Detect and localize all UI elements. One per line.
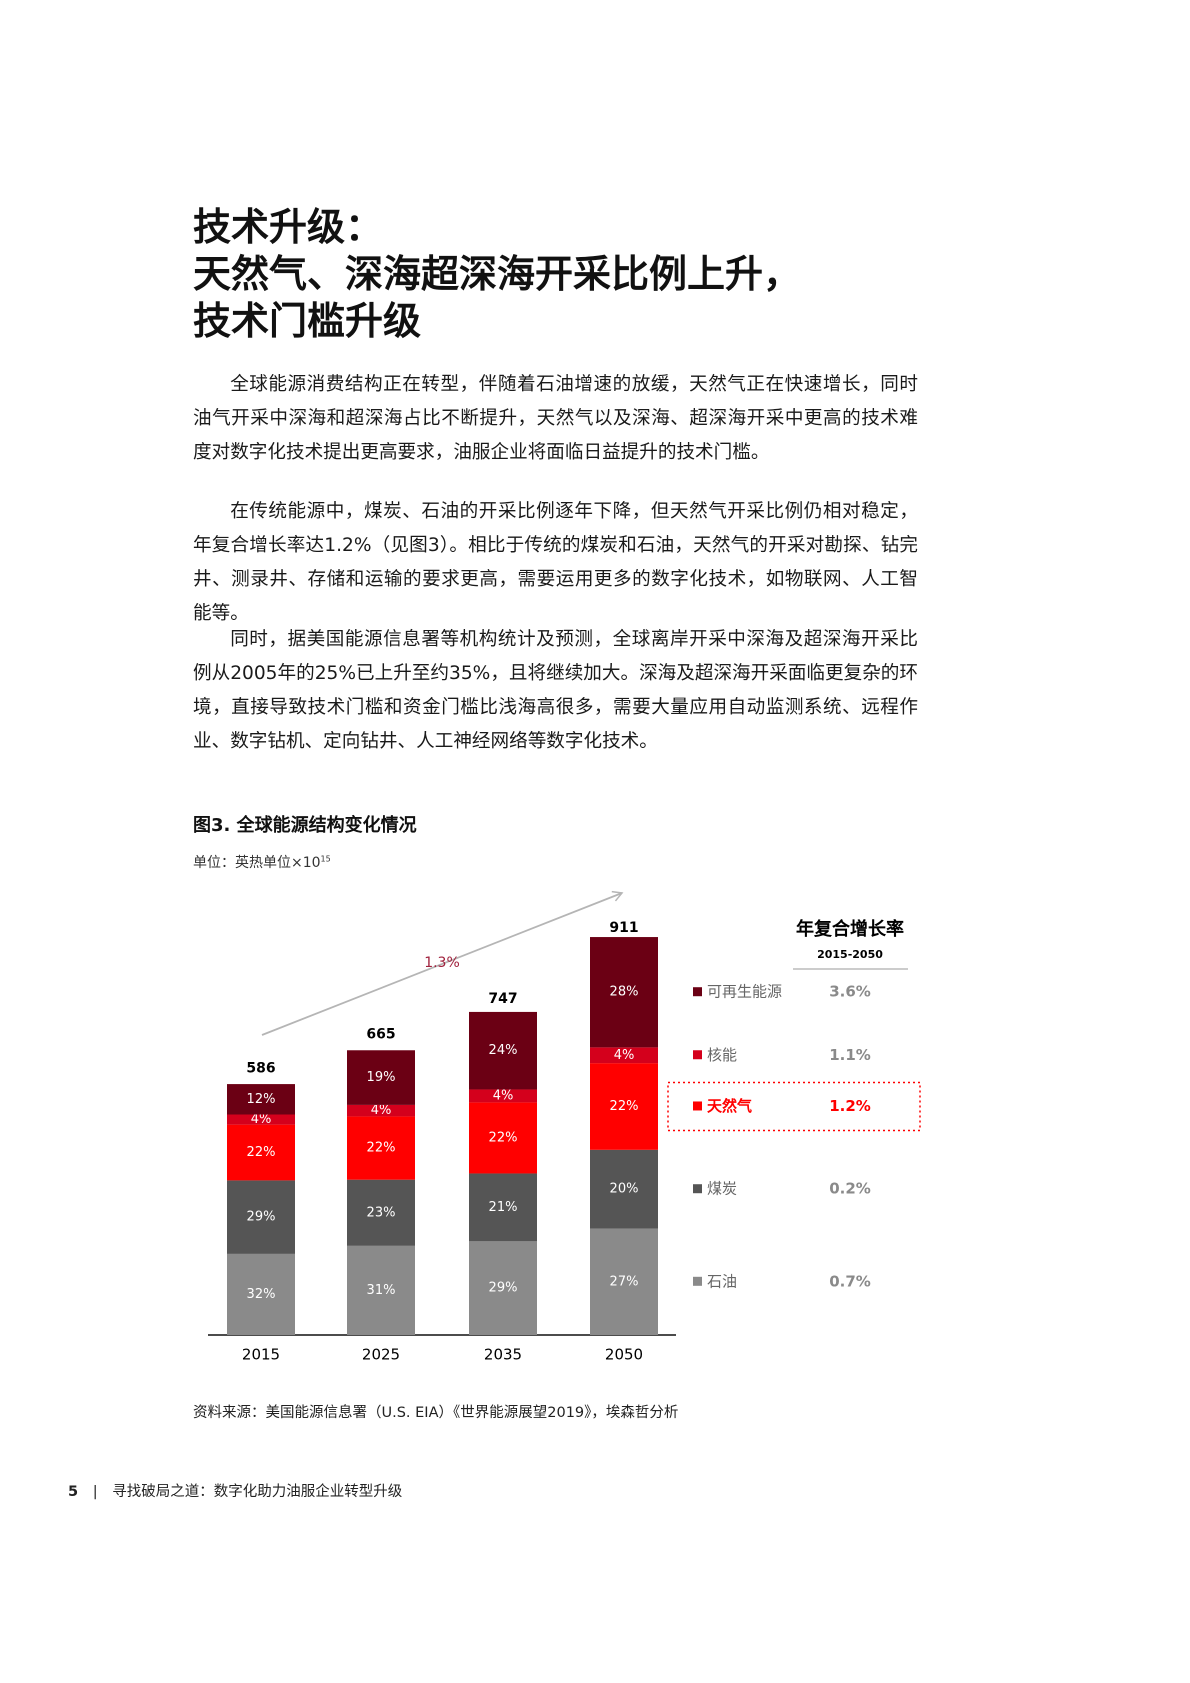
footer: 5 | 寻找破局之道：数字化助力油服企业转型升级 [68,1480,402,1501]
x-tick-label: 2025 [362,1346,400,1364]
unit-exponent: 15 [320,854,331,864]
figure-unit: 单位：英热单位×1015 [193,852,331,872]
total-label: 665 [366,1026,395,1042]
trend-label: 1.3% [424,955,460,971]
growth-rate: 1.1% [829,1046,871,1064]
value-label: 4% [493,1088,514,1103]
x-tick-label: 2050 [605,1346,643,1364]
bar-segment [590,1047,658,1064]
total-label: 911 [609,920,638,936]
growth-rate: 0.7% [829,1272,871,1290]
value-label: 27% [610,1274,639,1289]
bar-segment [227,1114,295,1125]
trend-arrow [261,890,624,1036]
value-label: 22% [489,1130,518,1145]
bar-segment [347,1179,415,1246]
value-label: 32% [247,1287,276,1302]
bar-segment [469,1102,537,1174]
heading-line: 技术门槛升级 [193,299,422,343]
bar-segment [590,937,658,1048]
heading-line: 技术升级： [193,205,384,249]
x-tick-label: 2035 [484,1346,522,1364]
value-label: 4% [614,1048,635,1063]
legend-subtitle: 2015-2050 [817,948,883,961]
value-label: 23% [367,1205,396,1220]
value-label: 29% [489,1281,518,1296]
figure-title: 图3. 全球能源结构变化情况 [193,815,417,836]
value-label: 22% [367,1141,396,1156]
bar-segment [347,1050,415,1105]
value-label: 20% [610,1182,639,1197]
value-label: 24% [489,1043,518,1058]
legend-label: 煤炭 [707,1180,737,1198]
legend-label: 天然气 [707,1097,752,1115]
footer-title: 寻找破局之道：数字化助力油服企业转型升级 [112,1484,403,1500]
bar-segment [227,1253,295,1335]
bar-segment [347,1245,415,1335]
legend-swatch [693,1276,702,1286]
paragraph: 在传统能源中，煤炭、石油的开采比例逐年下降，但天然气开采比例仍相对稳定，年复合增… [193,501,918,624]
legend-swatch [693,987,702,997]
growth-rate: 0.2% [829,1180,871,1198]
bar-segment [227,1084,295,1115]
value-label: 29% [247,1210,276,1225]
paragraph: 全球能源消费结构正在转型，伴随着石油增速的放缓，天然气正在快速增长，同时油气开采… [193,374,918,463]
value-label: 22% [247,1145,276,1160]
bar-segment [469,1173,537,1242]
value-label: 22% [610,1099,639,1114]
growth-rate: 1.2% [829,1097,871,1115]
bar-segment [469,1089,537,1103]
bar-segment [227,1180,295,1254]
legend-label: 可再生能源 [707,983,782,1001]
bar-segment [347,1116,415,1180]
bar-segment [227,1124,295,1181]
unit-text: 单位：英热单位×10 [193,855,321,871]
bar-segment [590,1063,658,1150]
bar-segment [469,1241,537,1335]
value-label: 21% [489,1200,518,1215]
legend-label: 石油 [707,1272,737,1290]
value-label: 19% [367,1070,396,1085]
legend-title: 年复合增长率 [796,918,904,940]
chart: 1.3% 年复合增长率 2015-2050 2015 586 32% 29% 22% 4%… [208,890,921,1364]
legend-swatch [693,1101,702,1111]
value-label: 4% [251,1112,272,1127]
legend-swatch [693,1050,702,1060]
total-label: 586 [246,1061,275,1077]
value-label: 12% [247,1092,276,1107]
figure-source: 资料来源：美国能源信息署（U.S. EIA）《世界能源展望2019》，埃森哲分析 [193,1405,679,1421]
value-label: 28% [610,985,639,1000]
growth-rate: 3.6% [829,983,871,1001]
paragraph: 同时，据美国能源信息署等机构统计及预测，全球离岸开采中深海及超深海开采比例从20… [193,629,918,752]
total-label: 747 [488,991,517,1007]
value-label: 31% [367,1283,396,1298]
value-label: 4% [371,1103,392,1118]
legend-swatch [693,1184,702,1194]
bar-segment [469,1011,537,1090]
footer-separator: | [92,1484,98,1500]
heading-line: 天然气、深海超深海开采比例上升， [193,252,802,296]
x-tick-label: 2015 [242,1346,280,1364]
bar-segment [347,1104,415,1117]
highlight-box [667,1081,921,1132]
bar-segment [590,1149,658,1229]
legend-label: 核能 [707,1046,737,1064]
page-number: 5 [68,1484,79,1500]
bar-segment [590,1228,658,1335]
